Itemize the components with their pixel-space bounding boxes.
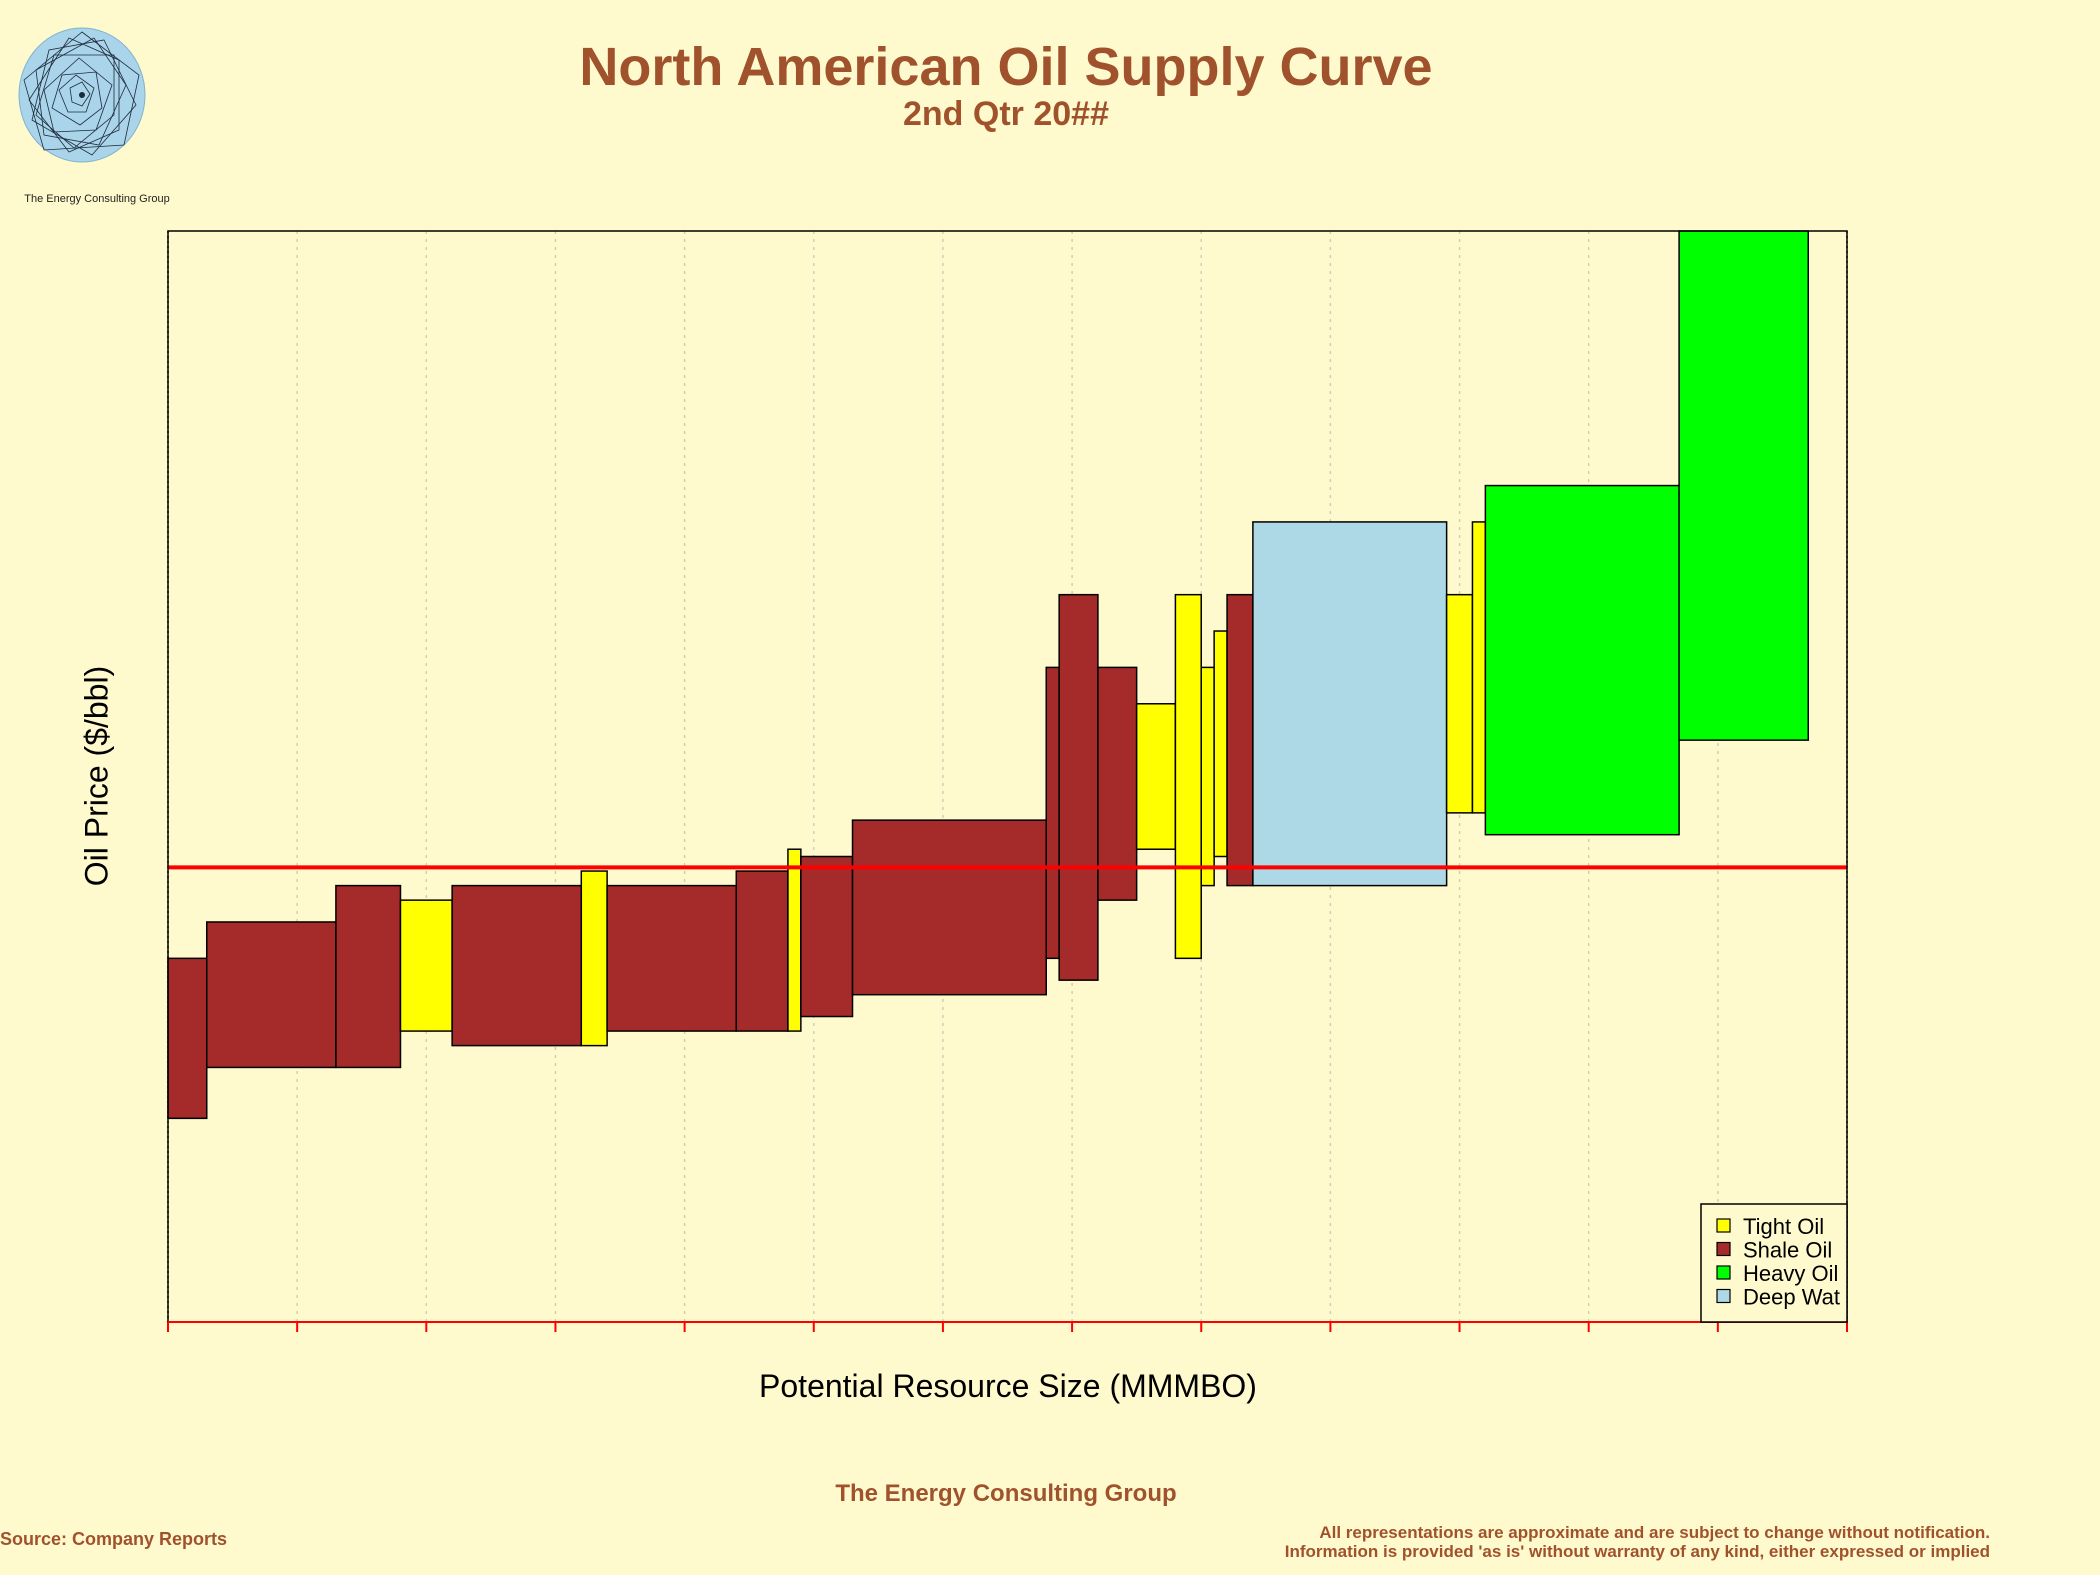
supply-box-tight-oil xyxy=(1471,521,1487,814)
footer-company: The Energy Consulting Group xyxy=(835,1480,1177,1507)
supply-box-tight-oil xyxy=(1135,703,1177,850)
supply-box-shale-oil xyxy=(606,884,738,1032)
x-axis-label: Potential Resource Size (MMMBO) xyxy=(759,1368,1257,1404)
company-logo: The Energy Consulting Group xyxy=(14,20,170,205)
supply-box-shale-oil xyxy=(1045,666,1060,960)
legend-label: Shale Oil xyxy=(1743,1238,1832,1263)
supply-box-shale-oil xyxy=(1058,593,1099,981)
supply-box-shale-oil xyxy=(1097,666,1138,901)
supply-box-deep-water xyxy=(1252,521,1448,887)
legend-swatch xyxy=(1716,1241,1731,1257)
legend-label: Tight Oil xyxy=(1743,1214,1824,1239)
supply-box-shale-oil xyxy=(167,957,208,1120)
spiral-logo-icon xyxy=(18,27,146,163)
x-axis xyxy=(167,1321,1848,1332)
legend-swatch xyxy=(1716,1218,1731,1233)
supply-box-heavy-oil xyxy=(1484,484,1680,836)
page-title: North American Oil Supply Curve xyxy=(579,37,1433,97)
supply-box-tight-oil xyxy=(1200,666,1215,887)
supply-boxes xyxy=(167,230,1810,1120)
supply-box-shale-oil xyxy=(800,855,854,1018)
supply-box-shale-oil xyxy=(335,884,402,1069)
supply-box-tight-oil xyxy=(1174,593,1202,960)
supply-box-tight-oil xyxy=(1213,630,1228,858)
supply-box-shale-oil xyxy=(851,819,1047,996)
legend-label: Deep Wat xyxy=(1743,1285,1840,1310)
logo-caption: The Energy Consulting Group xyxy=(24,193,170,205)
disclaimer-line-2: Information is provided 'as is' without … xyxy=(1284,1542,1990,1561)
legend-label: Heavy Oil xyxy=(1743,1261,1838,1286)
disclaimer-line-1: All representations are approximate and … xyxy=(1319,1523,1990,1542)
supply-box-shale-oil xyxy=(205,921,337,1069)
supply-box-heavy-oil xyxy=(1678,230,1810,741)
footer-disclaimer: All representations are approximate and … xyxy=(1285,1523,1990,1561)
supply-box-tight-oil xyxy=(787,848,802,1032)
legend-swatch xyxy=(1716,1265,1731,1280)
supply-box-tight-oil xyxy=(580,870,608,1047)
y-axis-label: Oil Price ($/bbl) xyxy=(78,665,115,887)
supply-box-shale-oil xyxy=(1226,593,1254,887)
supply-box-shale-oil xyxy=(735,870,789,1032)
supply-box-shale-oil xyxy=(451,884,583,1047)
footer-source: Source: Company Reports xyxy=(0,1529,228,1549)
legend-swatch xyxy=(1716,1288,1731,1304)
supply-box-tight-oil xyxy=(1445,593,1474,814)
supply-box-tight-oil xyxy=(399,899,453,1032)
page-subtitle: 2nd Qtr 20## xyxy=(903,95,1109,133)
